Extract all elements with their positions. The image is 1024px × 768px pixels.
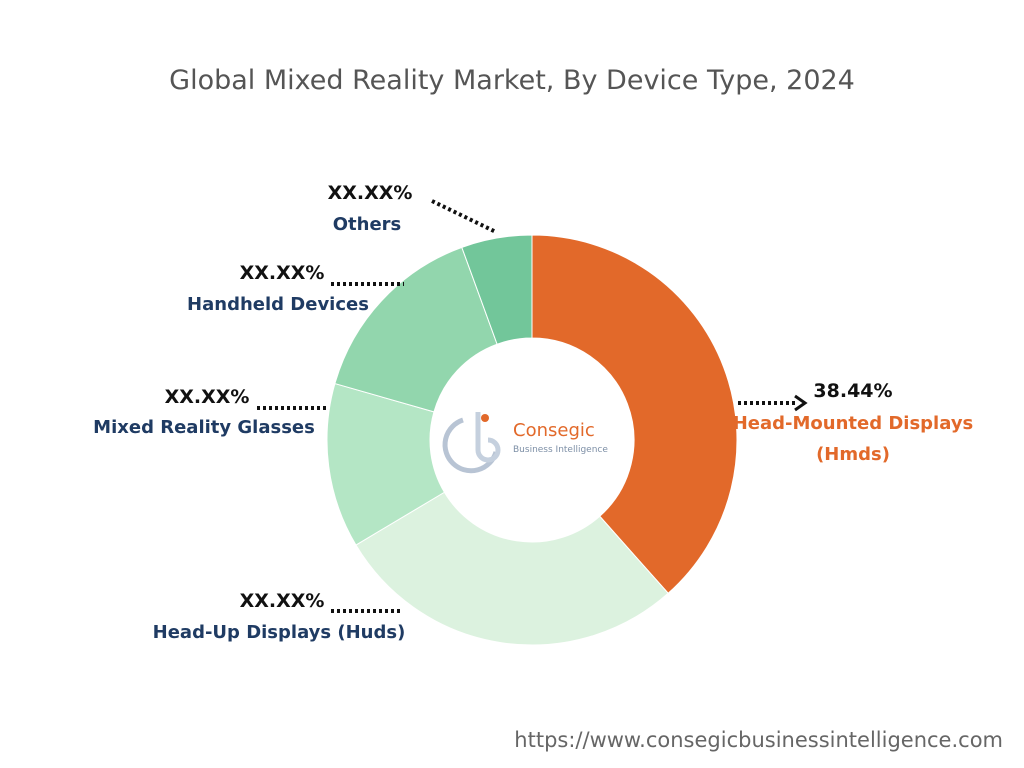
donut-slice-handheld-devices (334, 246, 498, 413)
data-label-value: XX.XX% (240, 590, 325, 612)
chart-title: Global Mixed Reality Market, By Device T… (169, 65, 855, 96)
logo-subtitle-text: Business Intelligence (513, 445, 608, 455)
data-label-category: Head-Mounted Displays (733, 413, 974, 434)
donut-slice-mixed-reality-glasses (326, 382, 446, 546)
data-label-value: XX.XX% (240, 262, 325, 284)
data-label-category: Mixed Reality Glasses (93, 417, 315, 438)
data-label-category: Handheld Devices (187, 294, 369, 315)
donut-slice-head-mounted-displays (531, 234, 738, 594)
consegic-logo: Consegic Business Intelligence (442, 412, 608, 474)
donut-slice-head-up-displays-huds (355, 491, 669, 646)
data-label-value: XX.XX% (165, 386, 250, 408)
logo-brand-text: Consegic (513, 420, 595, 441)
donut-slice-others (461, 234, 533, 345)
leader-arrow-icon (794, 394, 808, 412)
data-label-category: Others (333, 214, 402, 235)
donut-slices (326, 234, 738, 646)
data-label-value: 38.44% (813, 380, 892, 402)
data-label-category: Head-Up Displays (Huds) (153, 622, 406, 643)
data-label-category-line2: (Hmds) (816, 444, 890, 465)
footer-url: https://www.consegicbusinessintelligence… (514, 728, 1003, 752)
leader-line-others (431, 199, 497, 234)
data-label-value: XX.XX% (328, 182, 413, 204)
